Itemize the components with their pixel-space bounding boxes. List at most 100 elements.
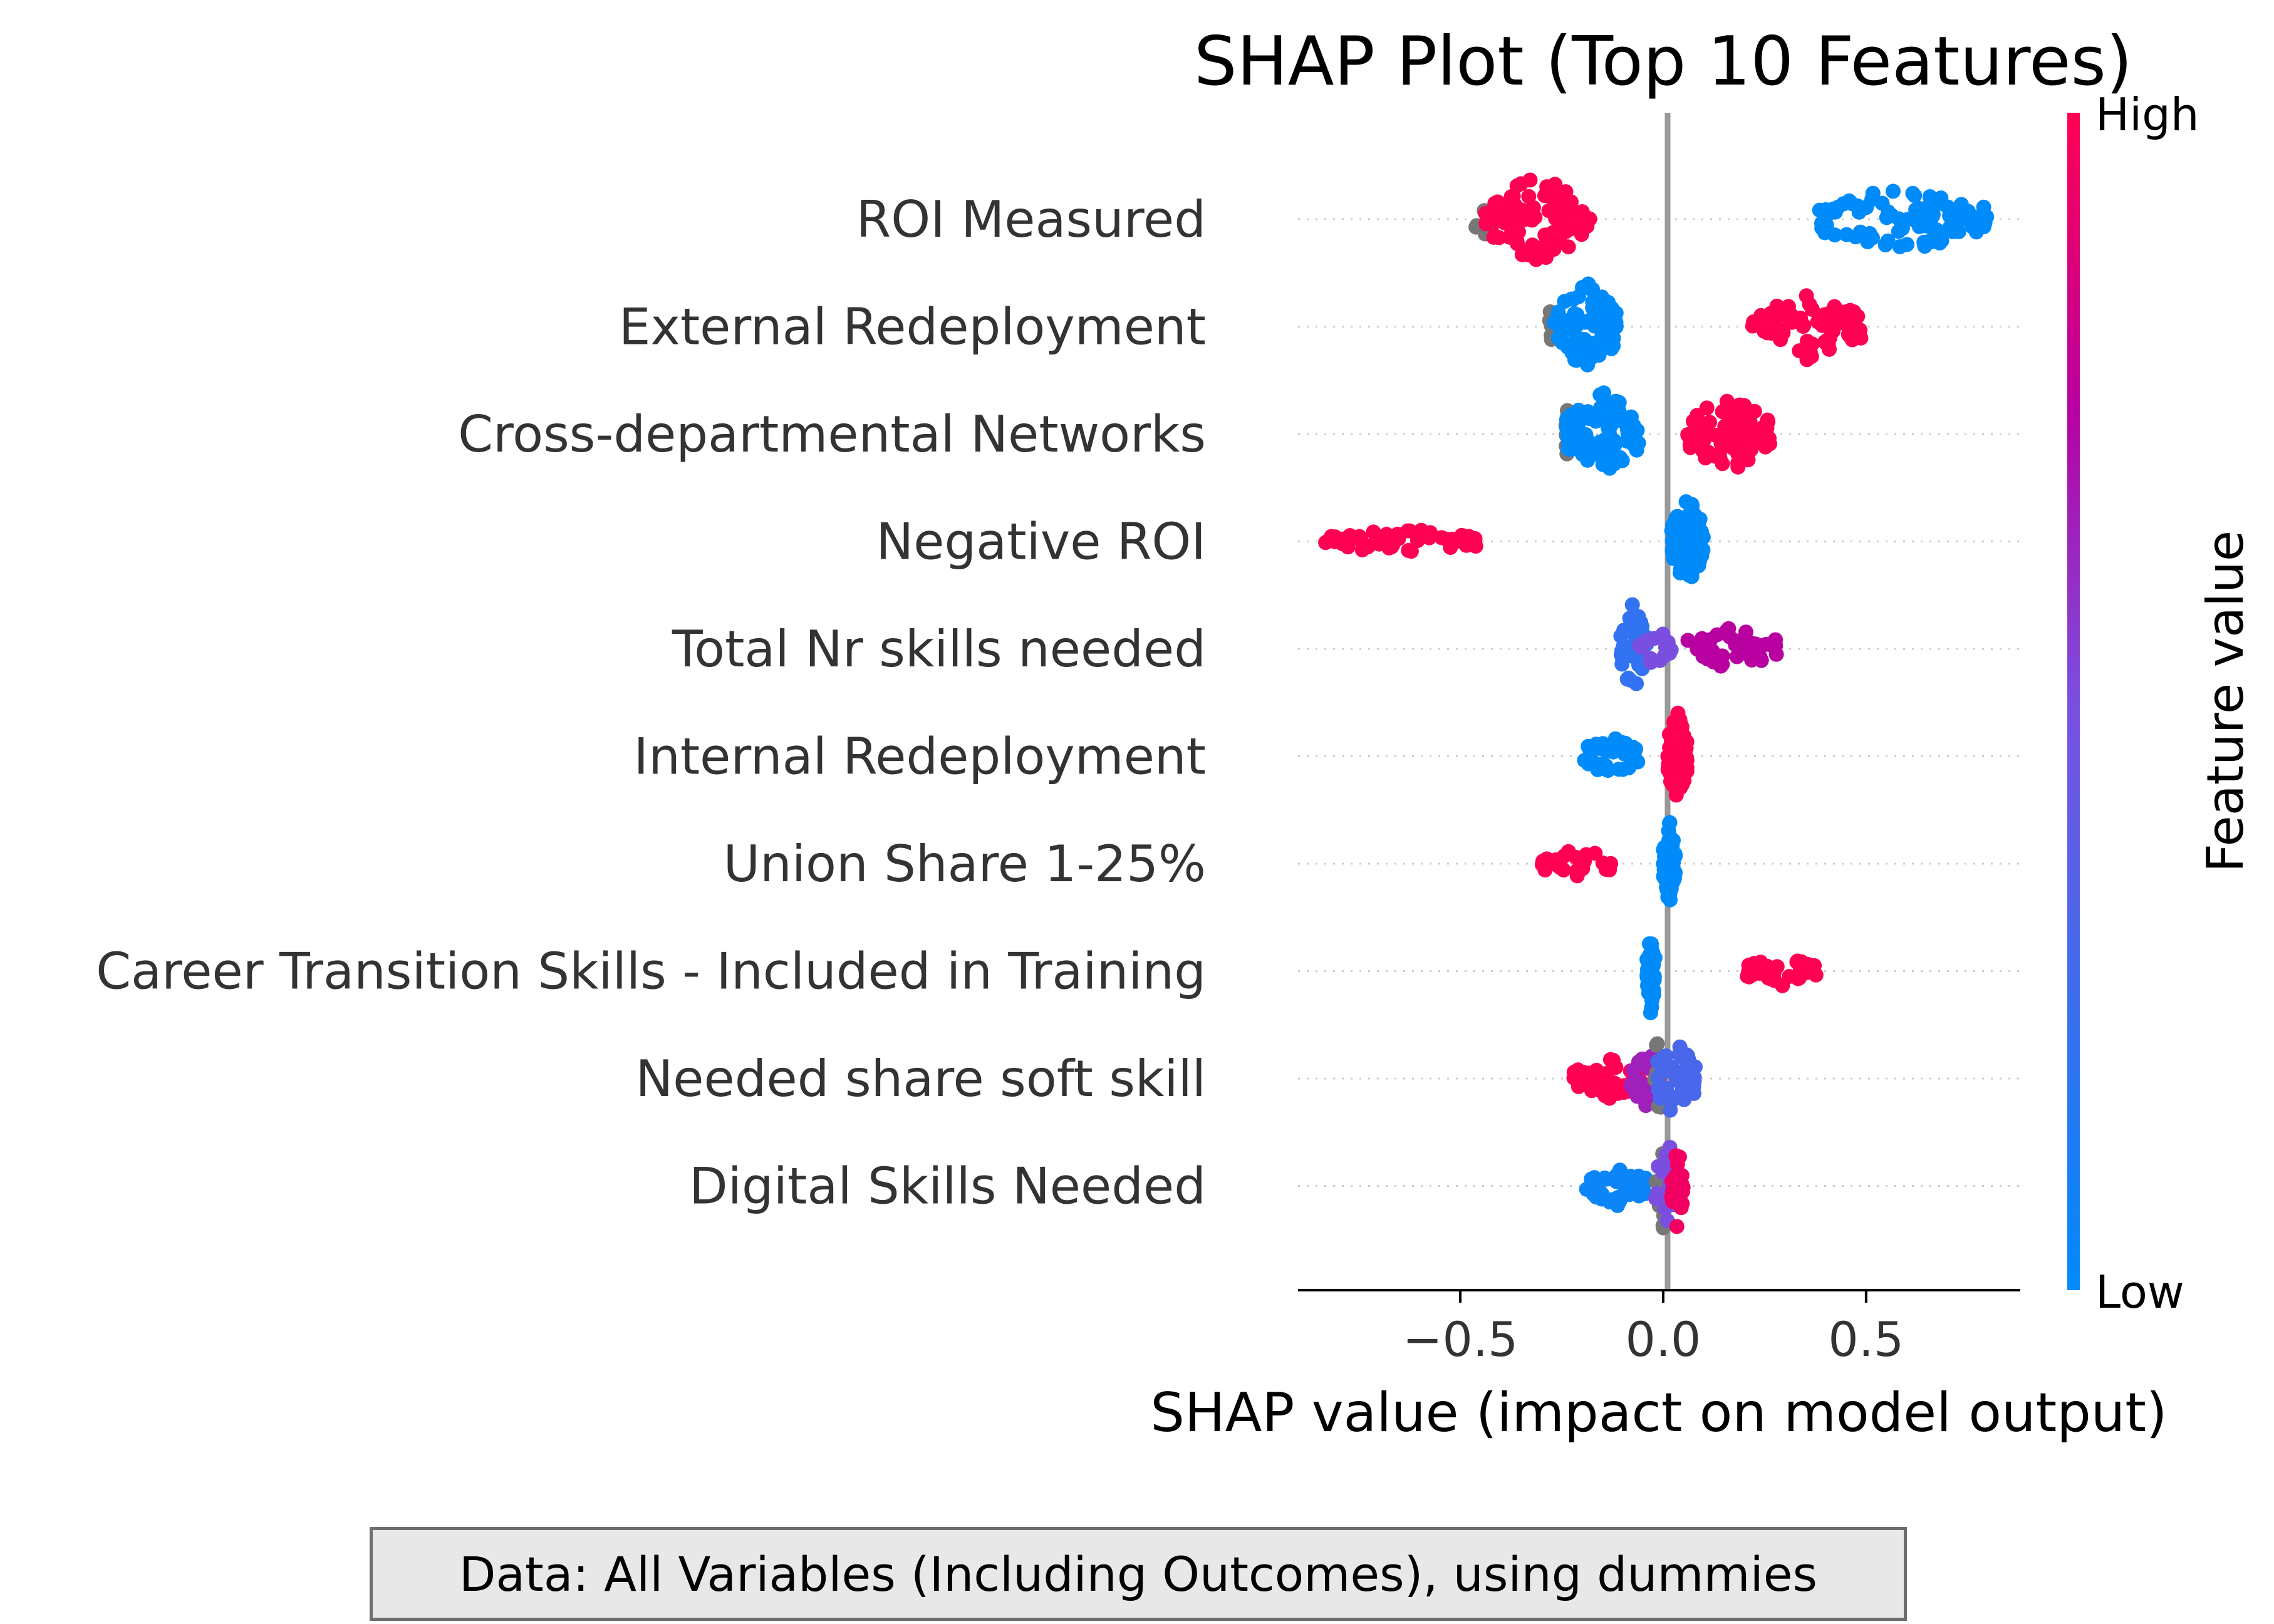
- shap-point: [1551, 202, 1567, 217]
- shap-point: [1662, 646, 1678, 661]
- feature-label: External Redeployment: [619, 298, 1206, 356]
- shap-point: [1589, 344, 1604, 359]
- feature-label: ROI Measured: [856, 190, 1206, 249]
- shap-point: [1674, 777, 1690, 792]
- shap-point: [1719, 393, 1735, 409]
- shap-point: [1922, 189, 1938, 204]
- shap-point: [1539, 250, 1554, 265]
- shap-point: [1589, 406, 1604, 422]
- shap-point: [1672, 711, 1688, 727]
- feature-label: Career Transition Skills - Included in T…: [96, 943, 1206, 1001]
- shap-point: [1478, 205, 1493, 221]
- shap-point: [1662, 765, 1678, 781]
- shap-point: [1827, 227, 1842, 243]
- shap-point: [1564, 442, 1579, 457]
- shap-point: [1487, 228, 1502, 244]
- shap-point: [1673, 565, 1688, 581]
- shap-point: [1879, 210, 1894, 225]
- shap-point: [1582, 279, 1597, 294]
- shap-point: [1574, 204, 1590, 219]
- shap-point: [1715, 656, 1730, 672]
- shap-point: [1698, 639, 1714, 655]
- shap-point: [1598, 758, 1614, 773]
- shap-point: [1617, 735, 1633, 751]
- shap-point: [1537, 188, 1552, 204]
- shap-point: [1626, 418, 1641, 433]
- shap-point: [1700, 444, 1716, 460]
- shap-point: [1799, 288, 1814, 304]
- shap-point: [1521, 189, 1537, 204]
- shap-point: [1757, 430, 1772, 445]
- shap-point: [1717, 418, 1733, 434]
- feature-label: Total Nr skills needed: [672, 620, 1206, 678]
- shap-point: [1615, 762, 1631, 777]
- shap-point: [1712, 451, 1728, 467]
- shap-point: [1400, 523, 1416, 539]
- x-axis-ticks: −0.5 0.0 0.5: [1403, 1290, 1904, 1367]
- shap-point: [1582, 741, 1597, 757]
- shap-point: [1736, 636, 1752, 652]
- feature-label: Negative ROI: [876, 513, 1206, 571]
- shap-point: [1605, 1060, 1621, 1075]
- shap-point: [1812, 202, 1827, 218]
- shap-point: [1662, 815, 1678, 830]
- shap-point: [1571, 289, 1586, 304]
- shap-point: [1880, 233, 1896, 249]
- shap-point: [1782, 969, 1797, 985]
- feature-label: Internal Redeployment: [634, 728, 1206, 786]
- shap-point: [1758, 636, 1773, 652]
- shap-point: [1917, 239, 1933, 254]
- shap-point: [1747, 956, 1762, 971]
- shap-point: [1662, 1090, 1678, 1105]
- shap-point: [1643, 651, 1658, 666]
- shap-point: [1550, 220, 1566, 235]
- shap-point: [1792, 343, 1807, 359]
- shap-point: [1558, 184, 1574, 200]
- x-axis-label: SHAP value (impact on model output): [1150, 1382, 2167, 1444]
- shap-point: [1649, 1036, 1665, 1052]
- shap-point: [1606, 456, 1622, 472]
- shap-point: [1592, 387, 1608, 403]
- shap-point: [1953, 197, 1969, 212]
- shap-point: [1490, 211, 1506, 227]
- shap-point: [1702, 415, 1717, 430]
- shap-point: [1613, 628, 1629, 644]
- shap-point: [1658, 1063, 1673, 1078]
- shap-point: [1734, 448, 1750, 463]
- colorbar: [2067, 113, 2080, 1290]
- shap-point: [1673, 552, 1689, 567]
- shap-point: [1910, 215, 1926, 231]
- x-tick-label: 0.0: [1626, 1311, 1701, 1367]
- shap-point: [1763, 971, 1778, 986]
- shap-point: [1507, 213, 1523, 229]
- shap-point: [1769, 298, 1785, 314]
- chart-title: SHAP Plot (Top 10 Features): [1194, 23, 2132, 101]
- shap-point: [1658, 1048, 1674, 1063]
- shap-point: [1567, 306, 1582, 321]
- shap-point: [1649, 1186, 1665, 1201]
- feature-labels: ROI Measured External Redeployment Cross-d…: [96, 190, 1206, 1216]
- shap-point: [1742, 414, 1758, 430]
- shap-point: [1582, 1182, 1598, 1197]
- shap-point: [1794, 954, 1809, 970]
- shap-point: [1820, 333, 1835, 348]
- shap-point: [1687, 507, 1703, 523]
- shap-point: [1609, 1168, 1624, 1184]
- shap-point: [1509, 233, 1525, 249]
- colorbar-title: Feature value: [2196, 530, 2255, 872]
- shap-point: [1604, 341, 1619, 356]
- shap-point: [1639, 633, 1655, 649]
- shap-point: [1631, 609, 1646, 624]
- shap-point: [1608, 393, 1624, 409]
- shap-point: [1700, 651, 1715, 667]
- shap-point: [1874, 195, 1890, 211]
- shap-point: [1612, 1192, 1628, 1208]
- shap-point: [1658, 871, 1673, 887]
- shap-point: [1584, 753, 1600, 768]
- shap-point: [1579, 219, 1595, 234]
- shap-point: [1663, 830, 1678, 846]
- shap-point: [1613, 413, 1628, 428]
- shap-point: [1891, 224, 1906, 239]
- shap-point: [1624, 597, 1640, 613]
